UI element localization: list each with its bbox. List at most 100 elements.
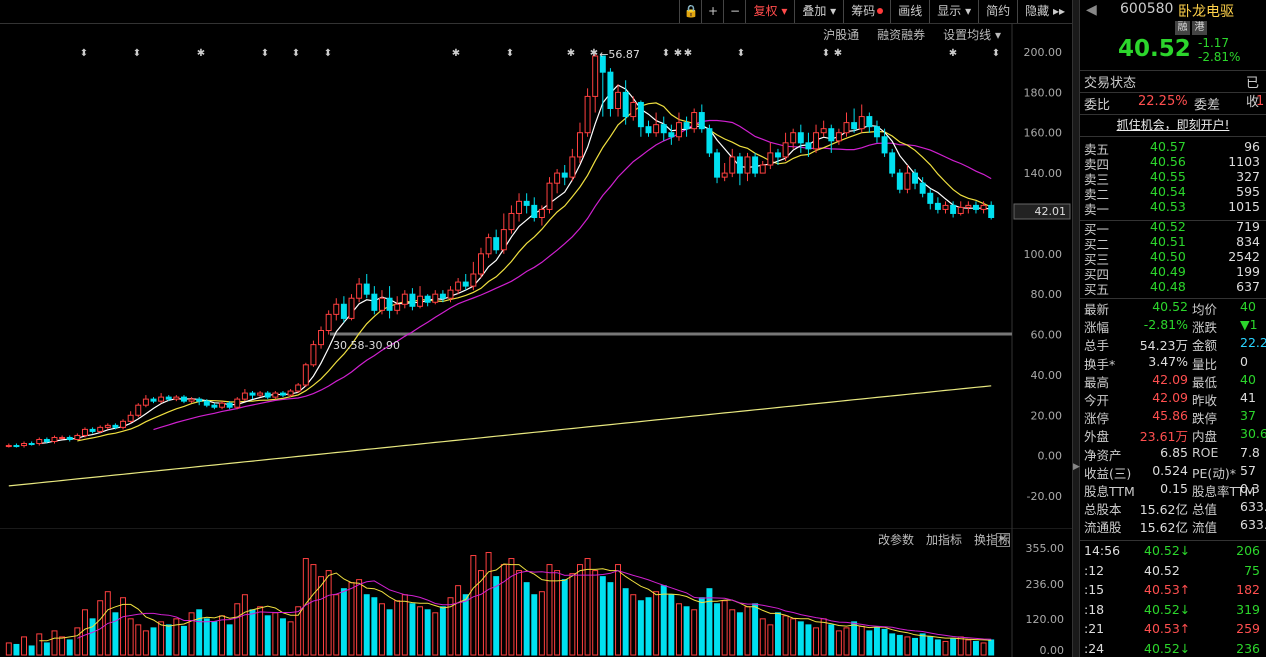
volume-bar[interactable] bbox=[226, 624, 233, 656]
volume-bar[interactable] bbox=[120, 597, 127, 656]
adjust-button[interactable]: 复权 ▾ bbox=[745, 0, 794, 23]
volume-bar[interactable] bbox=[150, 627, 157, 656]
volume-bar[interactable] bbox=[241, 594, 248, 656]
lock-icon[interactable]: 🔒 bbox=[679, 0, 701, 23]
volume-bar[interactable] bbox=[477, 570, 484, 656]
candle[interactable] bbox=[287, 389, 294, 398]
candle[interactable] bbox=[264, 391, 271, 400]
candle[interactable] bbox=[843, 112, 850, 137]
candle[interactable] bbox=[363, 274, 370, 299]
volume-bar[interactable] bbox=[279, 618, 286, 656]
candle[interactable] bbox=[615, 84, 622, 117]
candle[interactable] bbox=[203, 399, 210, 408]
event-marker-icon[interactable]: ⬍ bbox=[506, 48, 514, 59]
volume-bar[interactable] bbox=[394, 600, 401, 656]
candle[interactable] bbox=[432, 290, 439, 305]
volume-bar[interactable] bbox=[21, 636, 28, 656]
candle[interactable] bbox=[333, 298, 340, 321]
volume-bar[interactable] bbox=[409, 603, 416, 656]
candle[interactable] bbox=[576, 122, 583, 163]
candle[interactable] bbox=[325, 310, 332, 335]
volume-bar[interactable] bbox=[653, 591, 660, 656]
candle[interactable] bbox=[295, 382, 302, 394]
display-button[interactable]: 显示 ▾ bbox=[929, 0, 978, 23]
event-marker-icon[interactable]: ⬍ bbox=[292, 48, 300, 59]
candle[interactable] bbox=[622, 80, 629, 125]
candle[interactable] bbox=[51, 435, 58, 444]
candle[interactable] bbox=[89, 427, 96, 434]
volume-bar[interactable] bbox=[919, 633, 926, 656]
candle[interactable] bbox=[401, 290, 408, 309]
event-marker-icon[interactable]: ⬍ bbox=[822, 48, 830, 59]
candle[interactable] bbox=[104, 423, 111, 430]
candle[interactable] bbox=[942, 201, 949, 214]
volume-bar[interactable] bbox=[950, 637, 957, 656]
volume-bar[interactable] bbox=[500, 564, 507, 656]
volume-bar[interactable] bbox=[310, 564, 317, 656]
volume-bar[interactable] bbox=[81, 609, 88, 656]
volume-bar[interactable] bbox=[820, 618, 827, 656]
back-arrow-icon[interactable]: ◀ bbox=[1086, 2, 1097, 18]
candle[interactable] bbox=[302, 362, 309, 388]
candle[interactable] bbox=[257, 391, 264, 398]
volume-bar[interactable] bbox=[706, 588, 713, 656]
volume-bar[interactable] bbox=[112, 612, 119, 656]
volume-bar[interactable] bbox=[592, 570, 599, 656]
candle[interactable] bbox=[470, 261, 477, 291]
candle[interactable] bbox=[81, 427, 88, 438]
volume-bar[interactable] bbox=[142, 630, 149, 656]
volume-bar[interactable] bbox=[744, 606, 751, 656]
volume-bar[interactable] bbox=[523, 582, 530, 656]
volume-bar[interactable] bbox=[462, 594, 469, 656]
candle[interactable] bbox=[142, 395, 149, 408]
volume-bar[interactable] bbox=[630, 594, 637, 656]
candle[interactable] bbox=[508, 205, 515, 234]
volume-bar[interactable] bbox=[531, 594, 538, 656]
volume-bar[interactable] bbox=[805, 624, 812, 656]
volume-bar[interactable] bbox=[691, 609, 698, 656]
volume-bar[interactable] bbox=[249, 609, 256, 656]
candle[interactable] bbox=[759, 160, 766, 174]
margin-link[interactable]: 融资融券 bbox=[877, 28, 926, 42]
volume-bar[interactable] bbox=[972, 640, 979, 656]
volume-bar[interactable] bbox=[843, 627, 850, 656]
volume-bar[interactable] bbox=[51, 630, 58, 656]
candle[interactable] bbox=[820, 120, 827, 137]
simple-button[interactable]: 简约 bbox=[978, 0, 1017, 23]
volume-bar[interactable] bbox=[203, 618, 210, 656]
candle[interactable] bbox=[706, 124, 713, 157]
candle[interactable] bbox=[234, 397, 241, 410]
chips-button[interactable]: 筹码 bbox=[843, 0, 890, 23]
candle[interactable] bbox=[919, 177, 926, 198]
candle[interactable] bbox=[965, 201, 972, 214]
close-icon[interactable]: ✕ bbox=[996, 533, 1010, 547]
volume-bar[interactable] bbox=[455, 585, 462, 656]
candle[interactable] bbox=[790, 128, 797, 149]
candle[interactable] bbox=[934, 197, 941, 214]
volume-bar[interactable] bbox=[493, 576, 500, 656]
event-marker-icon[interactable]: ✱ bbox=[590, 48, 598, 59]
add-indicator-button[interactable]: 加指标 bbox=[925, 533, 962, 547]
event-marker-icon[interactable]: ⬍ bbox=[133, 48, 141, 59]
candle[interactable] bbox=[904, 165, 911, 194]
volume-bar[interactable] bbox=[729, 609, 736, 656]
volume-bar[interactable] bbox=[66, 639, 73, 656]
collapse-arrow-icon[interactable]: ▶ bbox=[1073, 462, 1080, 472]
candle[interactable] bbox=[813, 124, 820, 153]
volume-bar[interactable] bbox=[59, 636, 66, 656]
volume-bar[interactable] bbox=[980, 642, 987, 656]
volume-bar[interactable] bbox=[127, 618, 134, 656]
volume-bar[interactable] bbox=[569, 573, 576, 656]
candle[interactable] bbox=[630, 96, 637, 121]
candle[interactable] bbox=[866, 112, 873, 133]
volume-bar[interactable] bbox=[736, 612, 743, 656]
volume-bar[interactable] bbox=[43, 642, 50, 656]
volume-bar[interactable] bbox=[356, 579, 363, 656]
volume-bar[interactable] bbox=[698, 597, 705, 656]
candle[interactable] bbox=[21, 441, 28, 448]
candle[interactable] bbox=[74, 433, 81, 440]
candle[interactable] bbox=[439, 290, 446, 303]
volume-bar[interactable] bbox=[188, 612, 195, 656]
edit-params-button[interactable]: 改参数 bbox=[877, 533, 914, 547]
volume-bar[interactable] bbox=[485, 552, 492, 656]
